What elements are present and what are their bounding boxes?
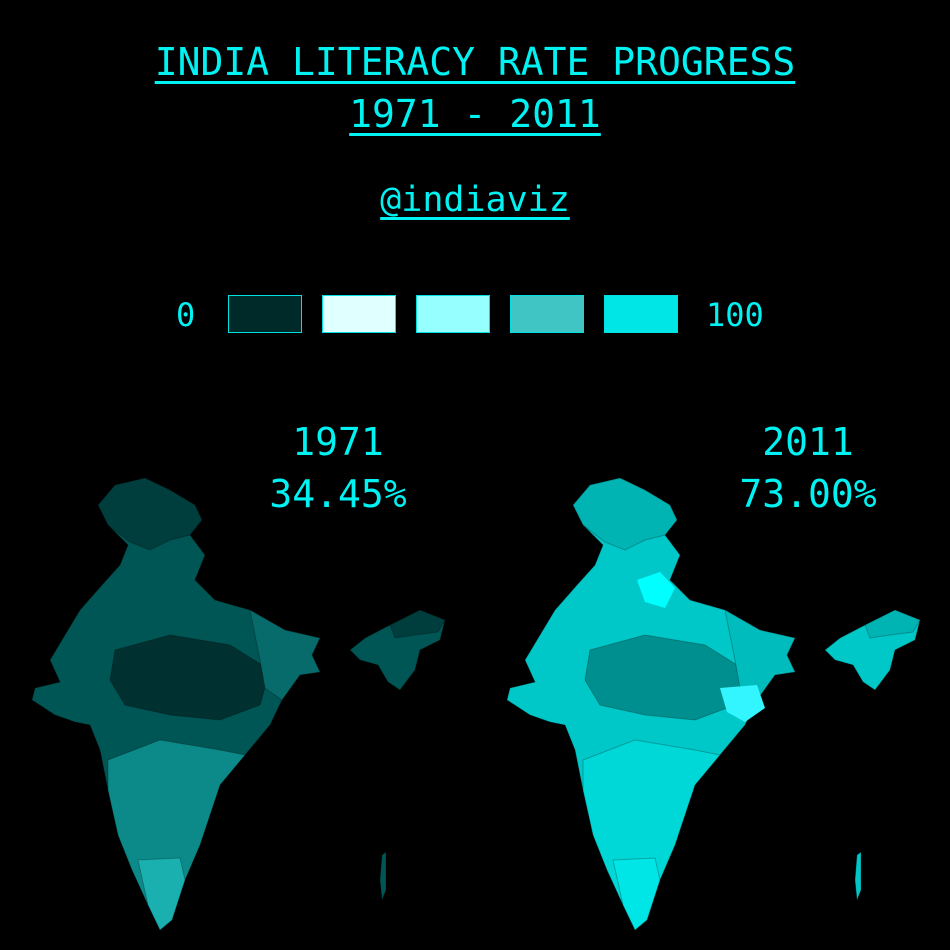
- author-handle[interactable]: @indiaviz: [380, 180, 570, 220]
- legend-min-label: 0: [176, 296, 196, 334]
- central-region: [109, 634, 271, 721]
- north-region: [97, 477, 203, 551]
- legend: 0 100: [0, 294, 950, 336]
- title-line-1: INDIA LITERACY RATE PROGRESS: [154, 40, 796, 84]
- east-region: [249, 609, 321, 701]
- central-region: [584, 634, 746, 721]
- legend-swatch-5: [604, 295, 678, 333]
- northeast-upper: [864, 609, 921, 639]
- legend-max-label: 100: [706, 296, 764, 334]
- map-1971-rate: 34.45%: [269, 472, 407, 516]
- map-2011-year: 2011: [762, 420, 854, 464]
- legend-swatch-2: [322, 295, 396, 333]
- southern-tip-region: [612, 857, 661, 931]
- map-2011-rate: 73.00%: [739, 472, 877, 516]
- highlight-region-east: [720, 685, 765, 722]
- legend-swatch-4: [510, 295, 584, 333]
- north-region: [572, 477, 678, 551]
- northeast-upper: [389, 609, 446, 639]
- legend-swatch-1: [228, 295, 302, 333]
- india-map-2011: [506, 477, 921, 931]
- legend-swatch-3: [416, 295, 490, 333]
- map-1971-year: 1971: [292, 420, 384, 464]
- andaman-islands: [379, 851, 387, 901]
- india-map-1971: [31, 477, 446, 931]
- andaman-islands: [854, 851, 862, 901]
- highlight-region-north: [637, 572, 675, 608]
- east-region: [724, 609, 796, 701]
- southern-tip-region: [137, 857, 186, 931]
- title-line-2: 1971 - 2011: [349, 92, 601, 136]
